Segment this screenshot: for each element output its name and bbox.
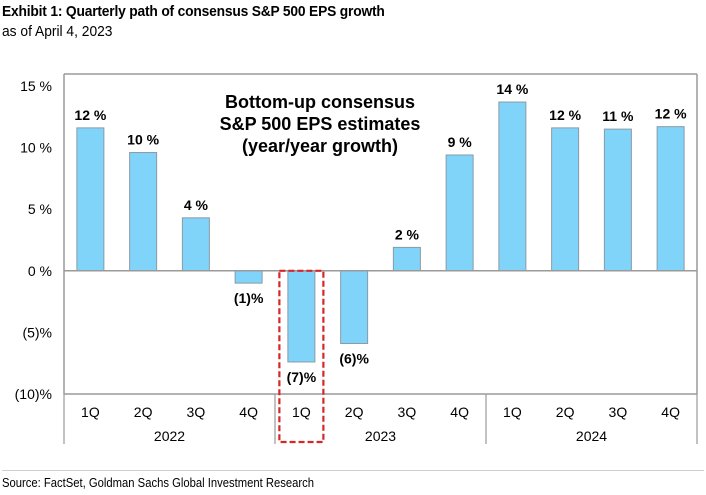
bar — [445, 154, 474, 272]
data-labels: 12 % 10 % 4 % (1)% (7)% (6)% 2 % 9 % 14 % 12 % 11 … — [74, 81, 687, 385]
y-tick-label: 10 % — [20, 140, 52, 156]
plot-frame — [63, 73, 698, 395]
data-label: (7)% — [287, 369, 317, 385]
data-label: (1)% — [234, 290, 264, 306]
source-divider — [2, 470, 704, 471]
annotation-line: S&P 500 EPS estimates — [220, 114, 421, 134]
bar — [181, 217, 210, 272]
x-tick-label: 2Q — [556, 404, 575, 420]
data-label: 2 % — [395, 226, 420, 242]
x-tick-label: 3Q — [187, 404, 206, 420]
data-label: (6)% — [339, 350, 369, 366]
data-label: 12 % — [549, 107, 581, 123]
x-tick-label: 1Q — [503, 404, 522, 420]
x-tick-label: 2Q — [134, 404, 153, 420]
annotation-line: Bottom-up consensus — [225, 92, 415, 112]
bars — [76, 101, 685, 363]
data-label: 11 % — [602, 108, 634, 124]
chart-subtitle: as of April 4, 2023 — [2, 23, 113, 40]
y-axis-ticks: 15 % 10 % 5 % 0 % (5)% (10)% — [15, 78, 52, 402]
y-tick-label: 15 % — [20, 78, 52, 94]
data-label: 4 % — [184, 197, 209, 213]
x-axis: 1Q 2Q 3Q 4Q 1Q 2Q 3Q 4Q 1Q 2Q 3Q 4Q 2022 2023 2024 — [63, 394, 698, 444]
bar — [340, 270, 369, 344]
bar — [392, 246, 421, 272]
data-label: 10 % — [127, 132, 159, 148]
highlight-dashed-box — [278, 269, 325, 444]
bar — [234, 270, 263, 284]
x-tick-label: 4Q — [661, 404, 680, 420]
x-tick-label: 2Q — [345, 404, 364, 420]
source-note: Source: FactSet, Goldman Sachs Global In… — [2, 476, 315, 490]
data-label: 9 % — [448, 134, 473, 150]
x-tick-label: 4Q — [239, 404, 258, 420]
annotation-line: (year/year growth) — [242, 136, 398, 156]
x-group-label: 2023 — [365, 428, 396, 444]
y-tick-label: (5)% — [22, 324, 52, 340]
y-tick-label: 5 % — [28, 201, 52, 217]
highlight-box — [278, 269, 325, 444]
x-tick-label: 1Q — [81, 404, 100, 420]
bar — [76, 127, 105, 272]
bar — [551, 127, 580, 272]
data-label: 12 % — [655, 106, 687, 122]
x-tick-label: 4Q — [450, 404, 469, 420]
x-tick-label: 3Q — [398, 404, 417, 420]
bar — [287, 270, 316, 363]
x-group-label: 2024 — [576, 428, 607, 444]
data-label: 12 % — [74, 107, 106, 123]
data-label: 14 % — [496, 81, 528, 97]
x-tick-label: 3Q — [609, 404, 628, 420]
bar — [603, 128, 632, 272]
bar — [498, 101, 527, 272]
y-tick-label: 0 % — [28, 263, 52, 279]
bar-chart: 15 % 10 % 5 % 0 % (5)% (10)% 12 % 10 % 4 % (1)% (… — [15, 73, 698, 444]
x-group-label: 2022 — [154, 428, 185, 444]
y-tick-label: (10)% — [15, 386, 52, 402]
x-tick-label: 1Q — [292, 404, 311, 420]
chart-title: Exhibit 1: Quarterly path of consensus S… — [2, 3, 385, 20]
bar — [656, 126, 685, 272]
bar — [129, 152, 158, 272]
